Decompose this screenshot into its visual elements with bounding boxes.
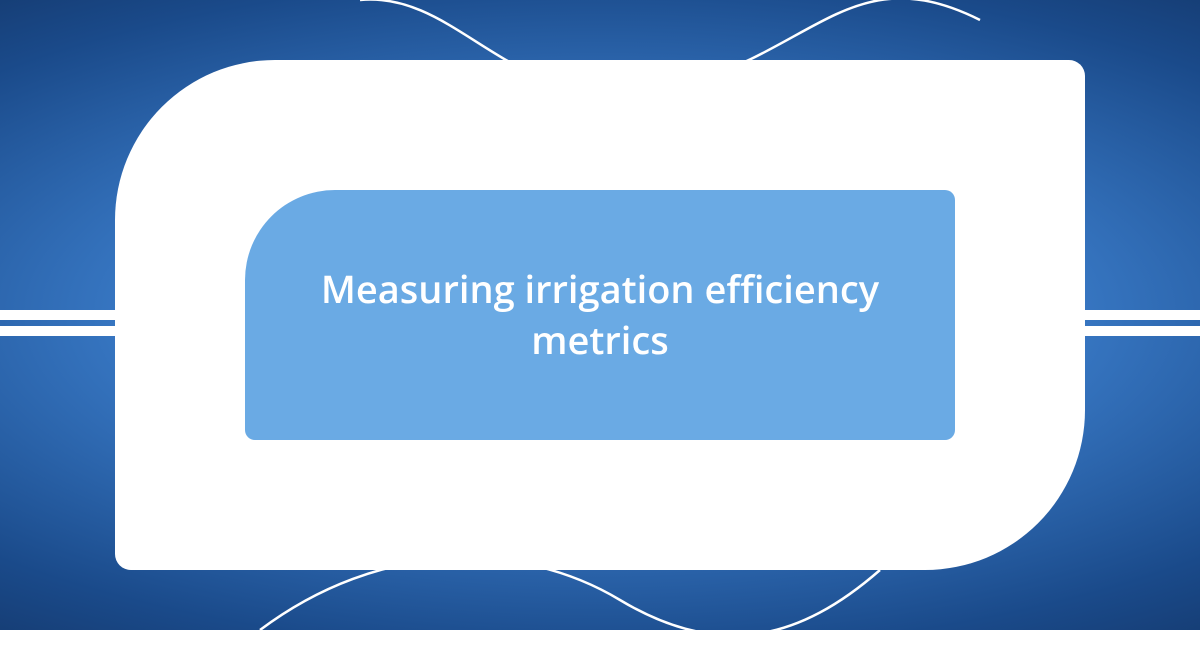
card-title: Measuring irrigation efficiency metrics: [295, 264, 905, 367]
inner-card-shape: Measuring irrigation efficiency metrics: [245, 190, 955, 440]
